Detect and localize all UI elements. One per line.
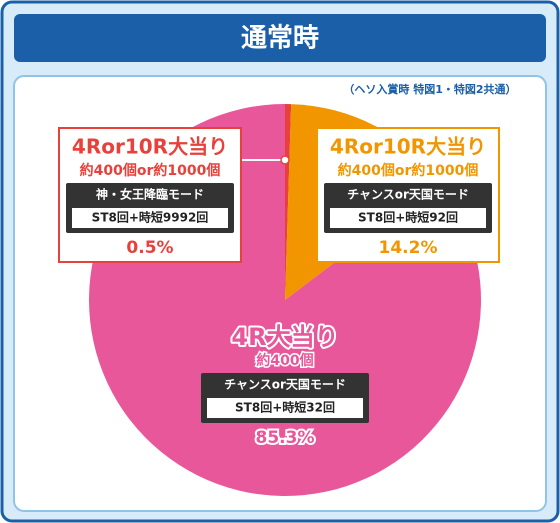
- slice-title: 4R大当り: [231, 323, 338, 351]
- slice-detail: ST8回+時短32回: [235, 400, 335, 415]
- detail-box: [72, 208, 228, 228]
- header-bar: [14, 14, 546, 62]
- connector-dot: [280, 155, 290, 165]
- slice-mode: チャンスor天国モード: [224, 378, 346, 392]
- value-label: 85.3%: [256, 428, 315, 448]
- note: （ヘソ入賞時 特図1・特図2共通）: [343, 82, 516, 96]
- detail-box: [330, 208, 486, 228]
- pie-slice: [285, 104, 292, 300]
- detail-box: [207, 398, 363, 418]
- slice-detail: ST8回+時短92回: [358, 210, 458, 225]
- slice-payout: 約400個: [256, 352, 313, 369]
- slice-detail: ST8回+時短9992回: [92, 210, 209, 225]
- value-label: 0.5%: [126, 238, 173, 258]
- slice-payout: 約400個or約1000個: [338, 162, 479, 179]
- slice-title: 4Ror10R大当り: [72, 135, 228, 159]
- chart-title: 通常時: [241, 24, 319, 54]
- slice-mode: チャンスor天国モード: [347, 188, 469, 202]
- value-label: 14.2%: [379, 238, 438, 258]
- slice-mode: 神・女王降臨モード: [96, 187, 204, 202]
- slice-payout: 約400個or約1000個: [80, 162, 221, 179]
- slice-title: 4Ror10R大当り: [330, 135, 486, 159]
